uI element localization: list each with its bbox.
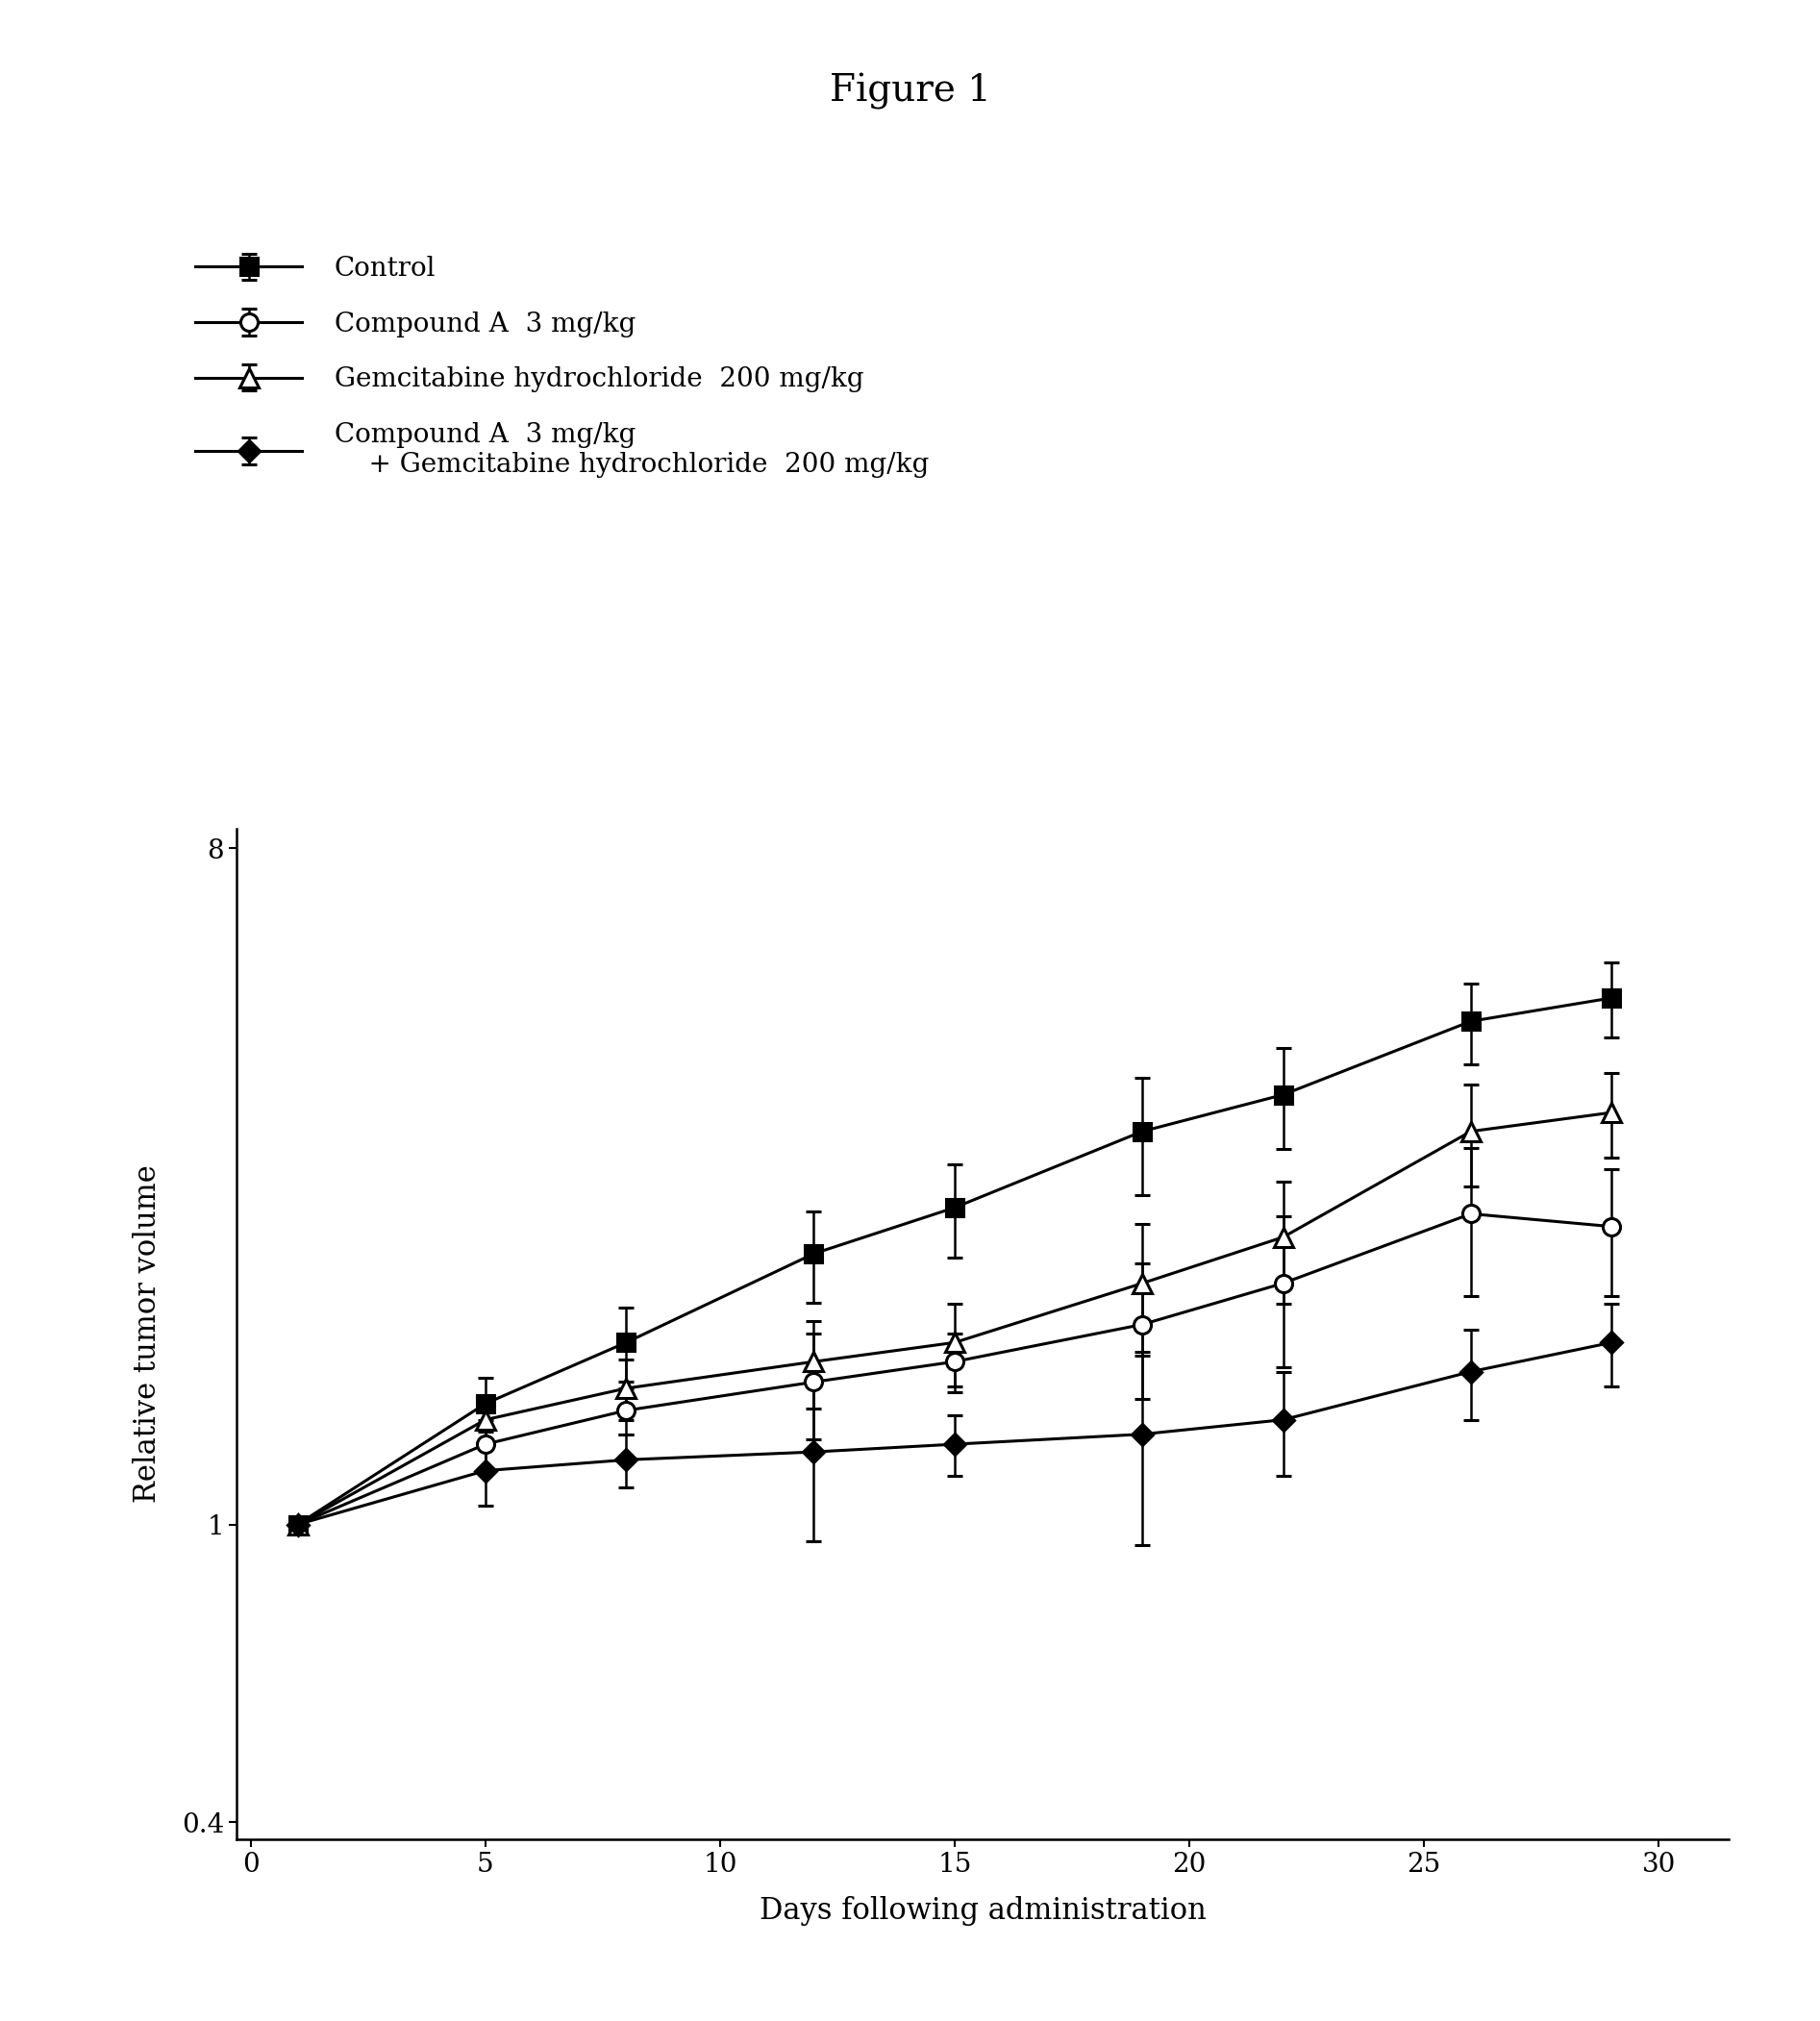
Y-axis label: Relative tumor volume: Relative tumor volume [133,1164,162,1504]
Text: Figure 1: Figure 1 [830,73,990,109]
Legend: Control, Compound A  3 mg/kg, Gemcitabine hydrochloride  200 mg/kg, Compound A  : Control, Compound A 3 mg/kg, Gemcitabine… [195,257,928,477]
X-axis label: Days following administration: Days following administration [759,1896,1207,1926]
